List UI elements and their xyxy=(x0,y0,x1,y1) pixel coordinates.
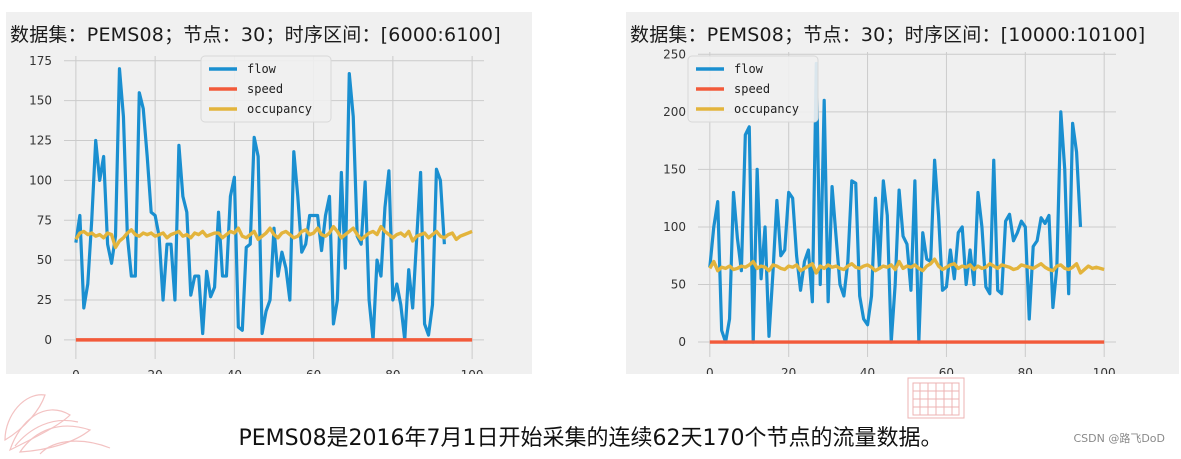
series-line-flow xyxy=(708,61,1083,344)
legend-label-occupancy: occupancy xyxy=(734,102,799,116)
decorative-flower xyxy=(0,380,140,459)
series-line-occupancy xyxy=(708,257,1105,275)
legend-label-speed: speed xyxy=(734,82,770,96)
x-tick-label: 40 xyxy=(860,366,875,374)
tick-labels: 0 20 40 60 80 100 0 25 50 75 100 125 150 175 xyxy=(29,54,483,374)
y-tick-label: 50 xyxy=(671,277,686,291)
series-lines xyxy=(74,67,473,342)
series-line-flow xyxy=(74,67,446,342)
y-tick-label: 200 xyxy=(663,105,686,119)
chart-panel-right: 数据集：PEMS08；节点：30；时序区间：[10000:10100] 0 20 4… xyxy=(626,12,1179,374)
x-tick-label: 80 xyxy=(1018,366,1033,374)
y-tick-label: 50 xyxy=(37,253,52,267)
legend: flow speed occupancy xyxy=(200,55,332,123)
x-tick-label: 0 xyxy=(706,366,714,374)
y-tick-label: 175 xyxy=(29,54,52,68)
series-lines xyxy=(708,61,1105,344)
x-tick-label: 100 xyxy=(461,368,484,374)
chart-panel-left: 数据集：PEMS08；节点：30；时序区间：[6000:6100] 0 20 40 6… xyxy=(6,12,532,374)
decorative-seal xyxy=(906,376,966,424)
line-chart-left: 0 20 40 60 80 100 0 25 50 75 100 125 150 175 flow speed… xyxy=(29,54,484,374)
legend-label-speed: speed xyxy=(247,82,283,96)
x-tick-label: 0 xyxy=(72,368,80,374)
y-tick-label: 150 xyxy=(663,162,686,176)
legend: flow speed occupancy xyxy=(687,55,819,123)
y-tick-label: 125 xyxy=(29,134,52,148)
y-tick-label: 0 xyxy=(678,335,686,349)
chart-title: 数据集：PEMS08；节点：30；时序区间：[10000:10100] xyxy=(630,24,1146,46)
y-tick-label: 25 xyxy=(37,293,52,307)
chart-title: 数据集：PEMS08；节点：30；时序区间：[6000:6100] xyxy=(10,24,501,46)
legend-label-occupancy: occupancy xyxy=(247,102,312,116)
y-tick-label: 250 xyxy=(663,47,686,61)
x-tick-label: 60 xyxy=(306,368,321,374)
legend-box xyxy=(200,55,332,123)
y-tick-label: 150 xyxy=(29,94,52,108)
y-tick-label: 100 xyxy=(29,173,52,187)
series-line-occupancy xyxy=(74,224,473,250)
x-tick-label: 60 xyxy=(939,366,954,374)
watermark: CSDN @路飞DoD xyxy=(1073,432,1165,445)
legend-label-flow: flow xyxy=(734,62,764,76)
x-tick-label: 20 xyxy=(781,366,796,374)
x-tick-label: 20 xyxy=(147,368,162,374)
legend-label-flow: flow xyxy=(247,62,277,76)
x-tick-label: 100 xyxy=(1093,366,1116,374)
y-tick-label: 75 xyxy=(37,213,52,227)
legend-box xyxy=(687,55,819,123)
y-tick-label: 100 xyxy=(663,220,686,234)
x-tick-label: 80 xyxy=(385,368,400,374)
tick-labels: 0 20 40 60 80 100 0 50 100 150 200 250 xyxy=(663,47,1116,374)
x-tick-label: 40 xyxy=(227,368,242,374)
caption: PEMS08是2016年7月1日开始采集的连续62天170个节点的流量数据。 xyxy=(238,426,943,451)
line-chart-right: 0 20 40 60 80 100 0 50 100 150 200 250 flow speed occu… xyxy=(663,47,1116,374)
y-tick-label: 0 xyxy=(44,333,52,347)
